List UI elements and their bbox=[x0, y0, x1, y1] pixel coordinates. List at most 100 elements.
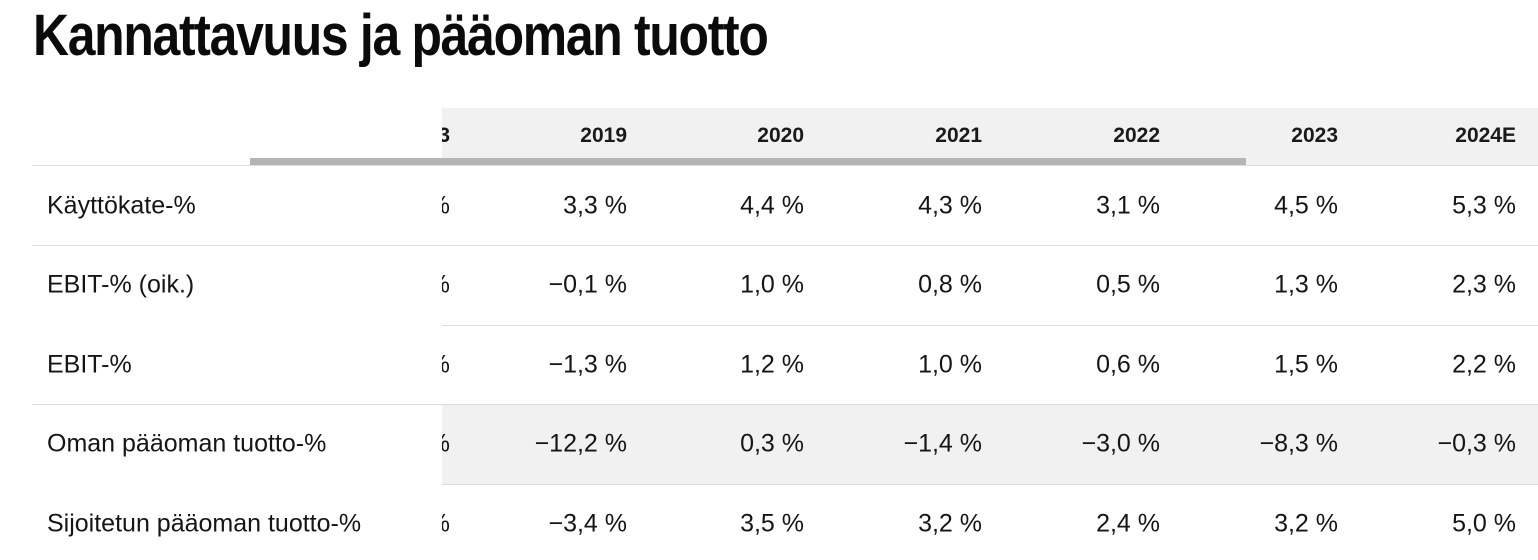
clipped-value-cell: % bbox=[442, 405, 450, 484]
cell-value: 0,6 % bbox=[1096, 350, 1160, 378]
table-cell: 1,0 % bbox=[832, 325, 982, 404]
cell-value: −0,1 % bbox=[548, 270, 627, 299]
column-header-2023: 2023 bbox=[1188, 108, 1338, 165]
table-cell: 2,2 % bbox=[1366, 325, 1516, 404]
table-cell: −8,3 % bbox=[1188, 405, 1338, 484]
cell-value: −1,3 % bbox=[548, 350, 627, 378]
cell-value: 1,3 % bbox=[1274, 270, 1338, 299]
column-header-text: 2020 bbox=[757, 124, 804, 147]
table-cell: 5,0 % bbox=[1366, 484, 1516, 560]
table-cell: 5,3 % bbox=[1366, 166, 1516, 245]
cell-value: 2,2 % bbox=[1452, 350, 1516, 378]
row-label: Oman pääoman tuotto-% bbox=[47, 429, 327, 458]
column-header-2024e: 2024E bbox=[1366, 108, 1516, 165]
cell-value: 4,4 % bbox=[740, 191, 804, 219]
header-background bbox=[442, 108, 1538, 165]
cell-value: 3,2 % bbox=[918, 509, 982, 537]
clipped-value-text: % bbox=[442, 509, 450, 538]
column-header-2020: 2020 bbox=[654, 108, 804, 165]
cell-value: 0,3 % bbox=[740, 429, 804, 458]
table-cell: 1,2 % bbox=[654, 325, 804, 404]
profitability-table[interactable]: 3 2019 2020 2021 2022 2023 2024E Käyttökate-%… bbox=[32, 108, 1538, 560]
cell-value: 3,2 % bbox=[1274, 509, 1338, 537]
header-label-cell bbox=[32, 108, 442, 165]
row-label-cell: Sijoitetun pääoman tuotto-% bbox=[32, 484, 442, 560]
cell-value: 0,8 % bbox=[918, 270, 982, 299]
cell-value: 5,3 % bbox=[1452, 191, 1516, 219]
column-header-2021: 2021 bbox=[832, 108, 982, 165]
page-title: Kannattavuus ja pääoman tuotto bbox=[33, 3, 769, 68]
table-cell: 2,3 % bbox=[1366, 246, 1516, 325]
table-cell: 1,0 % bbox=[654, 246, 804, 325]
cell-value: 1,0 % bbox=[918, 350, 982, 378]
cell-value: −0,3 % bbox=[1437, 429, 1516, 458]
column-header-text: 2022 bbox=[1113, 124, 1160, 147]
column-header-2022: 2022 bbox=[1010, 108, 1160, 165]
clipped-value-text: % bbox=[442, 191, 450, 220]
row-label-cell: EBIT-% bbox=[32, 325, 442, 404]
table-row: EBIT-% (oik.)% −0,1 % 1,0 % 0,8 % 0,5 % 1,3 %… bbox=[32, 245, 1538, 326]
column-header-text: 2024E bbox=[1455, 124, 1516, 147]
cell-value: 3,1 % bbox=[1096, 191, 1160, 219]
table-cell: 2,4 % bbox=[1010, 484, 1160, 560]
row-background bbox=[442, 404, 1538, 484]
table-cell: 0,8 % bbox=[832, 246, 982, 325]
row-label-cell: Oman pääoman tuotto-% bbox=[32, 404, 442, 484]
clipped-header-cell: 3 bbox=[442, 108, 450, 165]
column-header-text: 2023 bbox=[1291, 124, 1338, 147]
clipped-value-cell: % bbox=[442, 484, 450, 560]
table-cell: 3,2 % bbox=[1188, 484, 1338, 560]
cell-value: 2,3 % bbox=[1452, 270, 1516, 299]
table-cell: −1,4 % bbox=[832, 405, 982, 484]
table-cell: 4,5 % bbox=[1188, 166, 1338, 245]
table-header-row: 3 2019 2020 2021 2022 2023 2024E bbox=[32, 108, 1538, 166]
table-cell: 4,3 % bbox=[832, 166, 982, 245]
table-cell: 0,5 % bbox=[1010, 246, 1160, 325]
cell-value: 0,5 % bbox=[1096, 270, 1160, 299]
row-label: Sijoitetun pääoman tuotto-% bbox=[47, 509, 362, 537]
table-cell: −0,3 % bbox=[1366, 405, 1516, 484]
cell-value: −8,3 % bbox=[1259, 429, 1338, 458]
cell-value: 1,0 % bbox=[740, 270, 804, 299]
cell-value: −3,0 % bbox=[1081, 429, 1160, 458]
column-header-2019: 2019 bbox=[477, 108, 627, 165]
table-cell: 3,5 % bbox=[654, 484, 804, 560]
table-row: Sijoitetun pääoman tuotto-%% −3,4 % 3,5 % 3… bbox=[32, 484, 1538, 560]
table-cell: −3,0 % bbox=[1010, 405, 1160, 484]
table-cell: −3,4 % bbox=[477, 484, 627, 560]
table-cell: 0,3 % bbox=[654, 405, 804, 484]
cell-value: 1,2 % bbox=[740, 350, 804, 378]
clipped-value-text: % bbox=[442, 350, 450, 379]
table-cell: 0,6 % bbox=[1010, 325, 1160, 404]
row-label: EBIT-% bbox=[47, 350, 132, 378]
clipped-value-text: % bbox=[442, 271, 450, 300]
cell-value: 3,5 % bbox=[740, 509, 804, 537]
horizontal-scrollbar[interactable] bbox=[250, 158, 1246, 165]
cell-value: 3,3 % bbox=[563, 191, 627, 219]
clipped-value-cell: % bbox=[442, 325, 450, 404]
column-header-text: 2021 bbox=[935, 124, 982, 147]
cell-value: −1,4 % bbox=[903, 429, 982, 458]
clipped-value-cell: % bbox=[442, 246, 450, 325]
cell-value: 4,3 % bbox=[918, 191, 982, 219]
clipped-value-cell: % bbox=[442, 166, 450, 245]
row-label: Käyttökate-% bbox=[47, 191, 196, 219]
table-row: EBIT-%% −1,3 % 1,2 % 1,0 % 0,6 % 1,5 % 2,2 % bbox=[32, 325, 1538, 405]
clipped-header-text: 3 bbox=[442, 124, 450, 147]
cell-value: −12,2 % bbox=[534, 429, 627, 458]
row-label: EBIT-% (oik.) bbox=[47, 270, 195, 299]
table-cell: −1,3 % bbox=[477, 325, 627, 404]
table-row: Oman pääoman tuotto-%% −12,2 % 0,3 % −1,4 %… bbox=[32, 404, 1538, 485]
row-label-cell: EBIT-% (oik.) bbox=[32, 245, 442, 325]
table-cell: −12,2 % bbox=[477, 405, 627, 484]
table-cell: 3,1 % bbox=[1010, 166, 1160, 245]
table-cell: −0,1 % bbox=[477, 246, 627, 325]
table-cell: 3,2 % bbox=[832, 484, 982, 560]
table-cell: 3,3 % bbox=[477, 166, 627, 245]
cell-value: −3,4 % bbox=[548, 509, 627, 537]
clipped-value-text: % bbox=[442, 430, 450, 459]
row-label-cell: Käyttökate-% bbox=[32, 166, 442, 245]
table-cell: 1,3 % bbox=[1188, 246, 1338, 325]
table-cell: 1,5 % bbox=[1188, 325, 1338, 404]
cell-value: 4,5 % bbox=[1274, 191, 1338, 219]
